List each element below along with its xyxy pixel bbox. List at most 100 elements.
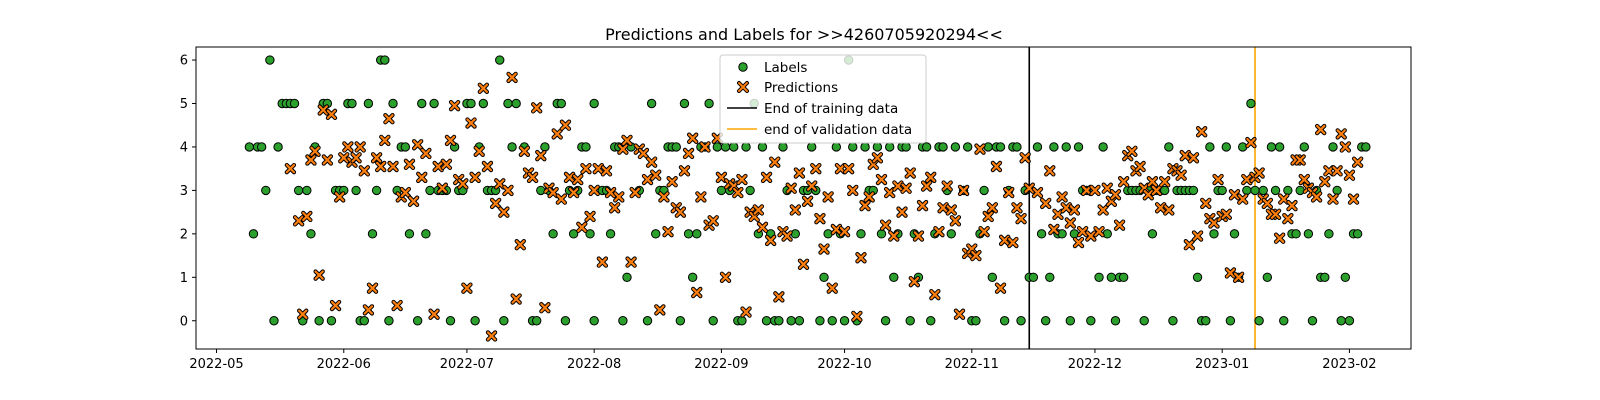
label-point [1299, 142, 1309, 152]
y-tick-label: 6 [180, 54, 188, 69]
label-point [651, 229, 661, 239]
prediction-point [613, 191, 625, 203]
label-point [889, 272, 899, 283]
prediction-point [1031, 186, 1044, 199]
prediction-point [432, 160, 444, 173]
prediction-point [407, 195, 420, 207]
prediction-point [970, 249, 982, 262]
prediction-point [403, 158, 416, 171]
prediction-point [292, 215, 305, 227]
label-point [478, 98, 489, 109]
prediction-point [555, 193, 568, 205]
prediction-point [1208, 217, 1220, 229]
prediction-point [604, 186, 617, 199]
label-point [979, 185, 989, 196]
axes: 0 1 2 3 4 5 6 2022-05 2022-06 2022-07 2022-08 2022-… [180, 46, 1412, 372]
x-tick-label: 2022-06 [317, 357, 371, 372]
label-point [1221, 142, 1231, 152]
label-point [704, 98, 714, 109]
label-point [503, 98, 513, 109]
prediction-point [551, 128, 563, 140]
label-point [367, 229, 378, 239]
prediction-point [514, 239, 526, 251]
label-point [581, 142, 591, 152]
label-point [269, 316, 279, 326]
chart-title: Predictions and Labels for >>42607059202… [605, 25, 1003, 44]
label-point [388, 98, 398, 109]
prediction-point [1331, 165, 1343, 177]
label-point [380, 55, 390, 65]
prediction-point [719, 271, 732, 284]
label-point [1209, 229, 1219, 239]
prediction-point [440, 158, 453, 171]
prediction-point [637, 147, 650, 160]
prediction-point [851, 310, 863, 323]
label-point [1205, 142, 1215, 152]
prediction-point [1064, 217, 1077, 229]
label-point [708, 316, 718, 326]
label-point [807, 142, 817, 152]
label-point [671, 142, 681, 152]
prediction-point [654, 304, 666, 316]
label-point [848, 142, 858, 152]
label-point [306, 229, 316, 239]
prediction-point [941, 180, 953, 192]
label-point [1032, 142, 1043, 152]
prediction-point [444, 134, 457, 147]
label-point [737, 316, 747, 326]
label-point [256, 142, 267, 152]
prediction-point [617, 143, 629, 155]
prediction-point [695, 191, 707, 203]
prediction-point [925, 171, 937, 184]
label-point [790, 229, 800, 239]
prediction-point [830, 223, 843, 236]
prediction-point [888, 230, 900, 242]
label-point [1336, 316, 1346, 326]
label-point [901, 142, 911, 152]
label-point [1250, 185, 1260, 196]
prediction-point [461, 282, 473, 294]
prediction-point [674, 206, 687, 218]
label-point [384, 316, 394, 326]
prediction-point [387, 160, 399, 173]
label-point [429, 98, 439, 109]
label-point [466, 98, 476, 109]
prediction-point [1019, 152, 1031, 164]
prediction-point [375, 160, 387, 173]
y-tick-label: 1 [180, 271, 188, 286]
prediction-point [691, 286, 703, 299]
prediction-point [937, 202, 949, 214]
prediction-point [1085, 230, 1097, 242]
prediction-point [978, 225, 990, 238]
prediction-point [1319, 176, 1331, 188]
label-point [589, 98, 599, 109]
label-point [1246, 98, 1256, 109]
prediction-point [1015, 212, 1027, 225]
label-point [815, 316, 825, 326]
label-point [560, 316, 571, 326]
prediction-point [990, 160, 1003, 173]
prediction-point [998, 234, 1011, 247]
prediction-point [904, 167, 916, 179]
prediction-point [682, 147, 695, 160]
label-point [1225, 316, 1236, 326]
label-point [675, 316, 686, 326]
prediction-point [1142, 189, 1154, 201]
prediction-point [1068, 204, 1081, 216]
prediction-point [301, 210, 313, 223]
label-point [1295, 185, 1305, 196]
label-point [794, 316, 805, 326]
prediction-point [1060, 202, 1072, 214]
prediction-point [1232, 271, 1245, 284]
prediction-point [1245, 136, 1257, 149]
legend-predictions-text: Predictions [764, 80, 838, 96]
label-point [827, 316, 837, 326]
prediction-point [752, 204, 765, 216]
prediction-point [773, 291, 785, 303]
legend: Labels Predictions End of training data … [719, 54, 927, 144]
label-point [983, 142, 993, 152]
label-point [248, 229, 259, 239]
prediction-point [847, 184, 859, 197]
label-point [536, 185, 546, 196]
